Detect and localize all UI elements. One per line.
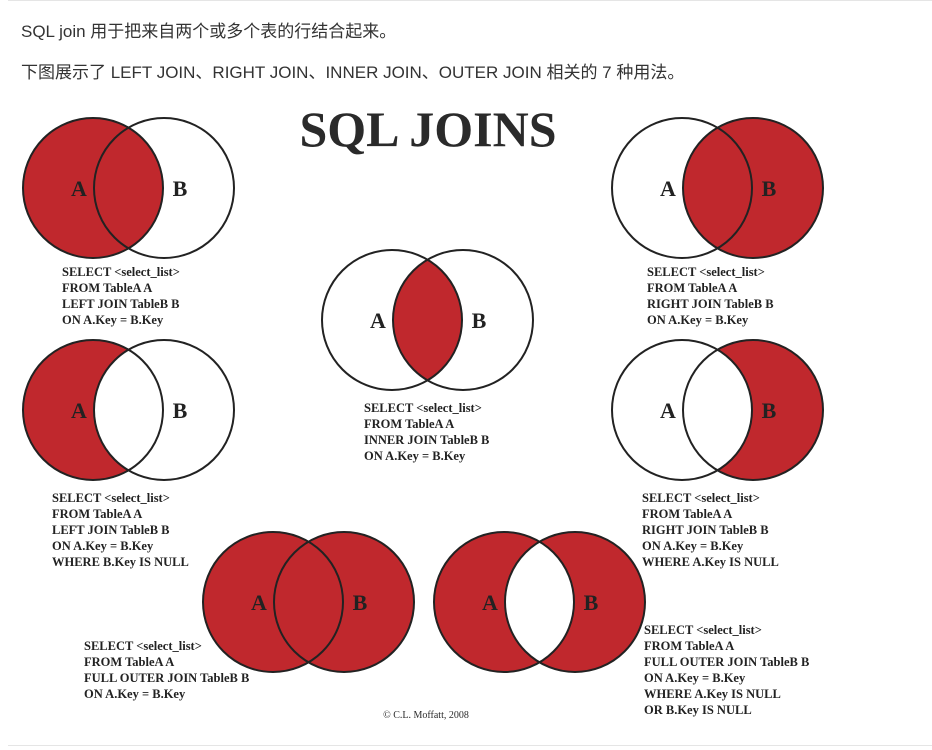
sql-line: SELECT <select_list>	[647, 265, 765, 279]
venn-circle-a	[611, 117, 753, 259]
venn-panel-left-join-null: A B SELECT <select_list> FROM TableA A LEFT …	[22, 339, 235, 569]
sql-line: FROM TableA A	[52, 507, 142, 521]
sql-line: ON A.Key = B.Key	[364, 449, 466, 463]
venn-region-intersection	[94, 118, 163, 258]
venn-circle-b	[93, 117, 235, 259]
venn-region-intersection	[683, 340, 752, 480]
venn-panel-left-join: A B SELECT <select_list> FROM TableA A LEFT …	[22, 117, 235, 327]
venn-region-intersection	[683, 118, 752, 258]
sql-line: SELECT <select_list>	[52, 491, 170, 505]
venn-circle-b	[682, 117, 824, 259]
venn-label-b: B	[584, 590, 599, 615]
venn-panel-full-outer-join-null: A B SELECT <select_list> FROM TableA A FULL …	[433, 531, 809, 717]
sql-line: RIGHT JOIN TableB B	[642, 523, 769, 537]
sql-line: FROM TableA A	[642, 507, 732, 521]
venn-circle-b	[93, 339, 235, 481]
venn-label-b: B	[173, 398, 188, 423]
sql-line: FULL OUTER JOIN TableB B	[644, 655, 809, 669]
sql-line: LEFT JOIN TableB B	[62, 297, 180, 311]
sql-line: ON A.Key = B.Key	[62, 313, 164, 327]
sql-line: ON A.Key = B.Key	[642, 539, 744, 553]
top-divider	[8, 0, 932, 1]
venn-region-intersection	[505, 532, 574, 672]
venn-label-a: A	[660, 398, 676, 423]
sql-line: WHERE B.Key IS NULL	[52, 555, 189, 569]
sql-line: FROM TableA A	[644, 639, 734, 653]
venn-label-b: B	[762, 398, 777, 423]
venn-label-a: A	[482, 590, 498, 615]
venn-circle-a	[433, 531, 575, 673]
venn-circle-a	[321, 249, 463, 391]
sql-line: ON A.Key = B.Key	[52, 539, 154, 553]
intro-text-1: SQL join 用于把来自两个或多个表的行结合起来。	[21, 22, 397, 41]
diagram-title: SQL JOINS	[299, 101, 556, 157]
venn-label-b: B	[472, 308, 487, 333]
venn-circle-b	[273, 531, 415, 673]
venn-circle-a	[22, 339, 164, 481]
sql-line: RIGHT JOIN TableB B	[647, 297, 774, 311]
sql-line: FROM TableA A	[62, 281, 152, 295]
venn-label-a: A	[71, 176, 87, 201]
venn-label-a: A	[251, 590, 267, 615]
venn-label-b: B	[173, 176, 188, 201]
sql-line: ON A.Key = B.Key	[84, 687, 186, 701]
venn-region-intersection	[94, 340, 163, 480]
sql-line: ON A.Key = B.Key	[644, 671, 746, 685]
sql-joins-diagram: SQL JOINS A B SELECT <select_list> FROM Tab…	[22, 101, 824, 721]
sql-line: FROM TableA A	[84, 655, 174, 669]
sql-line: WHERE A.Key IS NULL	[644, 687, 781, 701]
sql-line: FROM TableA A	[364, 417, 454, 431]
sql-line: INNER JOIN TableB B	[364, 433, 489, 447]
sql-line: FROM TableA A	[647, 281, 737, 295]
venn-region-intersection	[393, 250, 462, 390]
venn-panel-right-join: A B SELECT <select_list> FROM TableA A RIGHT…	[611, 117, 824, 327]
venn-label-a: A	[370, 308, 386, 333]
copyright-text: © C.L. Moffatt, 2008	[383, 710, 469, 721]
venn-circle-a	[611, 339, 753, 481]
venn-circle-b	[392, 249, 534, 391]
sql-line: SELECT <select_list>	[644, 623, 762, 637]
intro-text-2: 下图展示了 LEFT JOIN、RIGHT JOIN、INNER JOIN、OU…	[21, 63, 685, 82]
bottom-divider	[8, 745, 932, 746]
sql-line: OR B.Key IS NULL	[644, 703, 752, 717]
venn-label-b: B	[762, 176, 777, 201]
venn-label-a: A	[71, 398, 87, 423]
venn-circle-a	[22, 117, 164, 259]
venn-panel-full-outer-join: A B SELECT <select_list> FROM TableA A FULL …	[84, 531, 415, 701]
venn-circle-a	[202, 531, 344, 673]
sql-line: SELECT <select_list>	[642, 491, 760, 505]
venn-label-a: A	[660, 176, 676, 201]
venn-label-b: B	[353, 590, 368, 615]
venn-circle-b	[504, 531, 646, 673]
sql-line: SELECT <select_list>	[364, 401, 482, 415]
sql-line: FULL OUTER JOIN TableB B	[84, 671, 249, 685]
venn-circle-b	[682, 339, 824, 481]
venn-panel-right-join-null: A B SELECT <select_list> FROM TableA A RIGHT…	[611, 339, 824, 569]
venn-region-intersection	[274, 532, 343, 672]
sql-line: SELECT <select_list>	[84, 639, 202, 653]
sql-line: LEFT JOIN TableB B	[52, 523, 170, 537]
sql-line: SELECT <select_list>	[62, 265, 180, 279]
venn-panel-inner-join: A B SELECT <select_list> FROM TableA A INNER…	[321, 249, 534, 463]
sql-line: ON A.Key = B.Key	[647, 313, 749, 327]
sql-line: WHERE A.Key IS NULL	[642, 555, 779, 569]
